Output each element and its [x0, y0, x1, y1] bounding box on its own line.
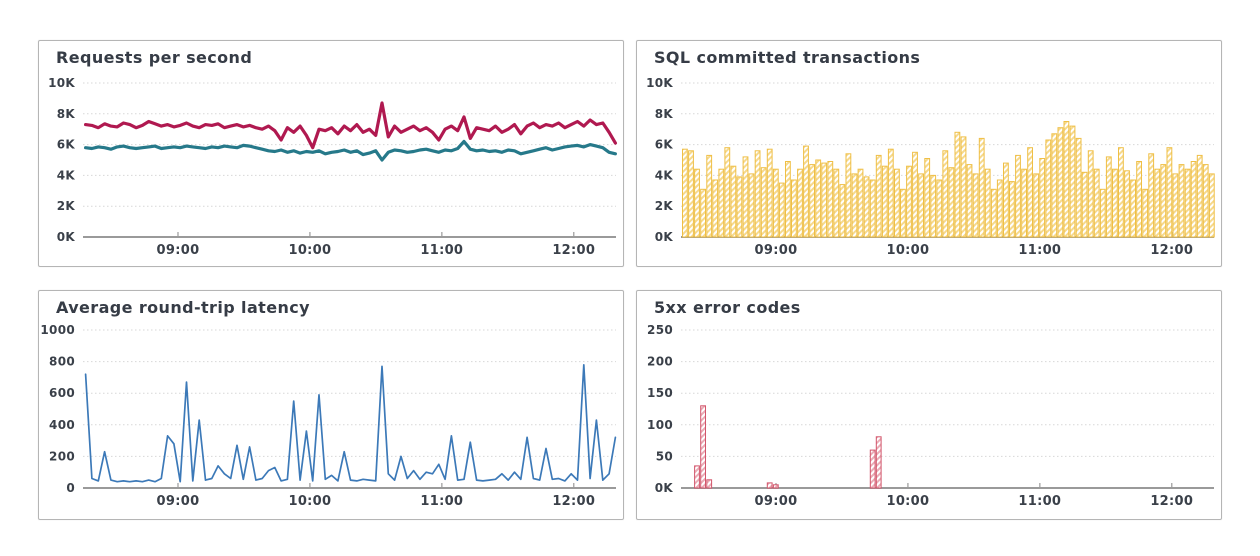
svg-text:1000: 1000	[40, 323, 75, 337]
svg-text:0K: 0K	[655, 230, 674, 244]
svg-text:6K: 6K	[57, 138, 76, 152]
chart-card-sql-committed-transactions: SQL committed transactions 0K 2K 4K 6K 8K 10K…	[636, 40, 1222, 267]
svg-text:200: 200	[647, 355, 673, 369]
sql-committed-transactions-chart: 0K 2K 4K 6K 8K 10K 09:00 10:00 11:00 12:00	[646, 76, 1215, 258]
chart-title-5xx-error-codes: 5xx error codes	[654, 298, 801, 317]
svg-text:6K: 6K	[655, 138, 674, 152]
svg-text:09:00: 09:00	[157, 243, 200, 258]
svg-text:11:00: 11:00	[420, 243, 463, 258]
svg-text:11:00: 11:00	[420, 494, 463, 509]
svg-text:10:00: 10:00	[886, 494, 929, 509]
svg-text:11:00: 11:00	[1018, 494, 1061, 509]
svg-text:400: 400	[49, 418, 75, 432]
chart-card-average-round-trip-latency: Average round-trip latency 0 200 400 600 800…	[38, 290, 624, 520]
svg-text:2K: 2K	[57, 199, 76, 213]
svg-text:800: 800	[49, 355, 75, 369]
svg-text:600: 600	[49, 386, 75, 400]
average-round-trip-latency-chart: 0 200 400 600 800 1000 09:00 10:00 11:00 12:00	[40, 323, 617, 509]
svg-text:4K: 4K	[655, 168, 674, 182]
svg-text:200: 200	[49, 449, 75, 463]
svg-text:12:00: 12:00	[1150, 494, 1193, 509]
svg-text:8K: 8K	[655, 107, 674, 121]
svg-text:8K: 8K	[57, 107, 76, 121]
chart-card-5xx-error-codes: 5xx error codes 0K 50 100 150 200 250 09:00 10:…	[636, 290, 1222, 520]
svg-text:250: 250	[647, 323, 673, 337]
svg-text:4K: 4K	[57, 168, 76, 182]
5xx-error-codes-chart: 0K 50 100 150 200 250 09:00 10:00 11:00 12:00	[647, 323, 1214, 509]
chart-card-requests-per-second: Requests per second 0K 2K 4K 6K 8K 10K 09:00 10…	[38, 40, 624, 267]
svg-text:0K: 0K	[57, 230, 76, 244]
chart-title-sql-committed-transactions: SQL committed transactions	[654, 48, 921, 67]
svg-text:09:00: 09:00	[755, 494, 798, 509]
svg-text:09:00: 09:00	[755, 243, 798, 258]
svg-text:12:00: 12:00	[552, 243, 595, 258]
svg-text:10:00: 10:00	[288, 494, 331, 509]
chart-title-average-round-trip-latency: Average round-trip latency	[56, 298, 310, 317]
svg-text:2K: 2K	[655, 199, 674, 213]
requests-per-second-chart: 0K 2K 4K 6K 8K 10K 09:00 10:00 11:00 12:00	[48, 76, 618, 258]
svg-text:09:00: 09:00	[157, 494, 200, 509]
svg-text:10:00: 10:00	[886, 243, 929, 258]
chart-title-requests-per-second: Requests per second	[56, 48, 253, 67]
svg-text:11:00: 11:00	[1018, 243, 1061, 258]
svg-text:10:00: 10:00	[288, 243, 331, 258]
svg-text:0: 0	[66, 481, 75, 495]
svg-text:150: 150	[647, 386, 673, 400]
svg-text:10K: 10K	[48, 76, 75, 90]
svg-text:0K: 0K	[655, 481, 674, 495]
svg-text:12:00: 12:00	[552, 494, 595, 509]
svg-text:12:00: 12:00	[1150, 243, 1193, 258]
svg-text:50: 50	[656, 449, 673, 463]
svg-text:100: 100	[647, 418, 673, 432]
svg-text:10K: 10K	[646, 76, 673, 90]
